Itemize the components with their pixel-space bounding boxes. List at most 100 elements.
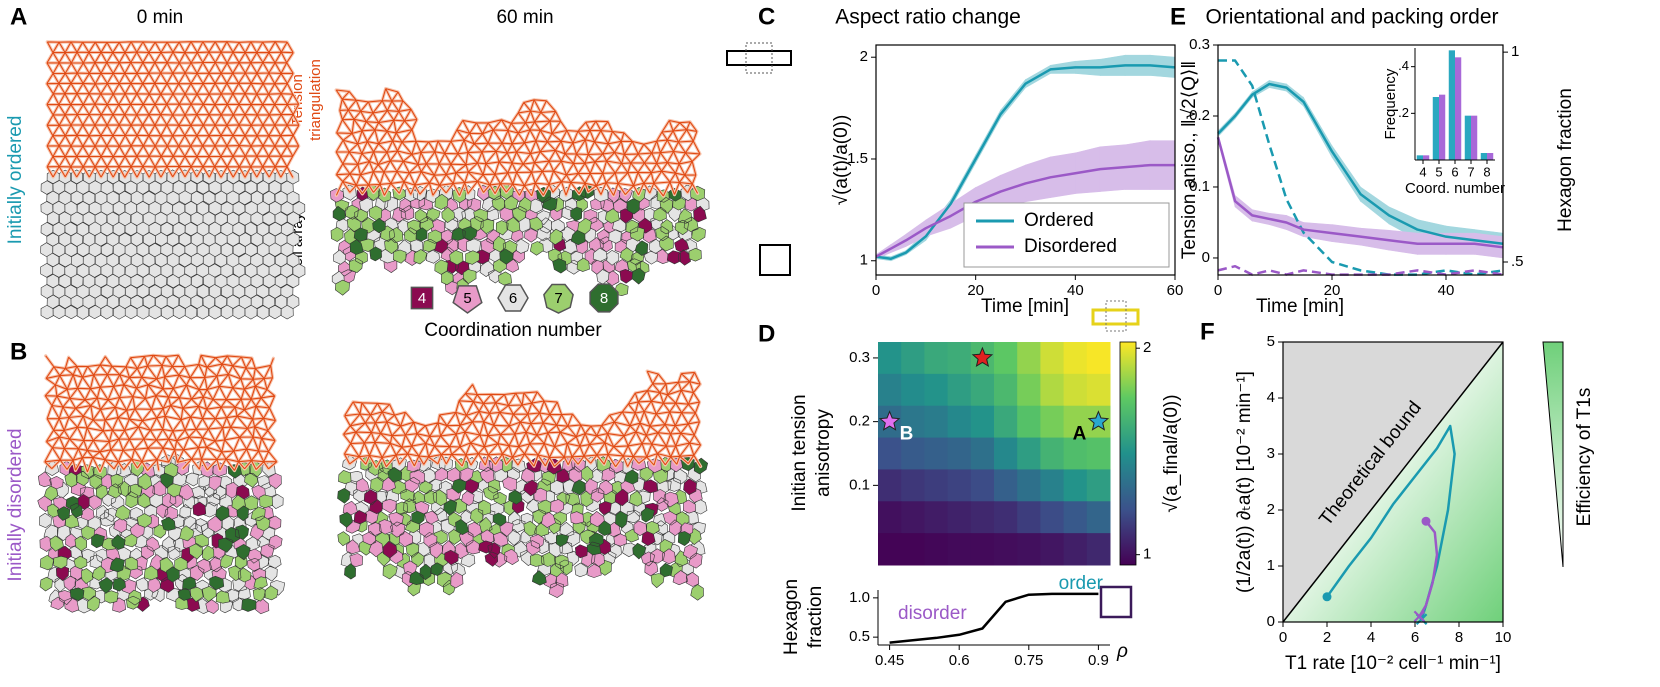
axis-label: (1/2a(t)) ∂ₜa(t) [10⁻² min⁻¹]	[1234, 371, 1255, 593]
legend-label: 8	[600, 290, 608, 307]
heatmap-cell	[1017, 342, 1041, 375]
bar	[1439, 94, 1446, 160]
legend-swatch	[452, 285, 483, 314]
legend-label: Ordered	[1024, 210, 1094, 231]
legend-label: 6	[509, 290, 517, 307]
x-tick-label: 6	[1411, 629, 1419, 646]
heatmap-cell	[947, 437, 972, 470]
axis-label: Frequency	[1382, 68, 1399, 139]
heatmap-cell	[1040, 469, 1065, 502]
bound-line	[1282, 341, 1504, 623]
legend-swatch	[410, 286, 434, 310]
row-label: Initially ordered	[5, 116, 26, 245]
heatmap-cell	[878, 437, 902, 470]
tension-mesh	[335, 88, 701, 197]
x-tick-label: 0.9	[1088, 652, 1109, 669]
data-line	[1418, 520, 1439, 618]
panel-label: B	[10, 338, 27, 365]
tissue	[40, 40, 306, 320]
heatmap-cell	[878, 342, 902, 375]
axis-label: √(a(t)/a(0))	[831, 115, 852, 206]
y-tick-label: 1	[1511, 43, 1519, 60]
x-tick-label: 2	[1323, 629, 1331, 646]
data-line	[1217, 82, 1504, 246]
x-tick-label: 8	[1483, 164, 1490, 179]
heatmap-cell	[1040, 405, 1065, 439]
marker-label: A	[1073, 424, 1087, 445]
x-tick-label: 40	[1438, 282, 1455, 299]
legend-title: Coordination number	[424, 320, 602, 341]
marker-label: B	[900, 424, 914, 445]
data-line	[875, 64, 1176, 260]
colorbar-tick-label: 1	[1143, 546, 1151, 563]
heatmap-cell	[1063, 373, 1088, 407]
heatmap-cell	[878, 533, 902, 566]
tissue	[329, 87, 710, 297]
time-label: 0 min	[137, 7, 183, 28]
legend-label: 4	[418, 290, 426, 307]
tissue	[37, 353, 286, 615]
heatmap-cell	[924, 437, 949, 470]
icon-square	[759, 244, 791, 276]
colorbar	[1119, 341, 1137, 566]
heatmap-cell	[994, 342, 1018, 375]
y-tick-label: .4	[1398, 58, 1409, 73]
axis-label: anisotropy	[813, 409, 834, 497]
efficiency-wedge	[1542, 341, 1564, 568]
marker-star	[878, 410, 901, 431]
icon-square	[1099, 585, 1133, 619]
y-tick-label: 1.0	[849, 589, 870, 606]
heatmap-cell	[924, 405, 949, 439]
icon-dotted	[745, 42, 773, 74]
cells	[40, 169, 306, 320]
y-tick-label: 0.3	[849, 349, 870, 366]
tension-mesh	[46, 41, 300, 178]
heatmap-cell	[1040, 501, 1065, 534]
y-tick-label: 0.2	[849, 413, 870, 430]
heatmap-cell	[947, 533, 972, 566]
tissue	[337, 369, 709, 601]
axis-label: Coord. number	[1405, 180, 1505, 197]
heatmap-cell	[924, 533, 949, 566]
x-tick-label: 4	[1367, 629, 1375, 646]
bar	[1432, 97, 1439, 160]
heatmap-cell	[947, 469, 972, 502]
heatmap-cell	[901, 533, 925, 566]
legend-label: 7	[554, 290, 562, 307]
y-tick-label: 0.5	[849, 628, 870, 645]
x-tick-label: 0	[1214, 282, 1222, 299]
heatmap-cell	[878, 373, 902, 407]
axis-label: T1 rate [10⁻² cell⁻¹ min⁻¹]	[1285, 653, 1501, 674]
y-tick-label: 0	[1267, 613, 1275, 630]
heatmap-cell	[1040, 342, 1065, 375]
icon-rect	[1091, 308, 1140, 326]
axis-label: Initian tension	[789, 394, 810, 511]
x-tick-label: 40	[1067, 282, 1084, 299]
axes-frame	[1217, 44, 1504, 276]
heatmap-cell	[1086, 501, 1111, 534]
x-tick-label: 5	[1435, 164, 1442, 179]
heatmap-cell	[947, 373, 972, 407]
legend-swatch	[543, 283, 574, 314]
heatmap-cell	[994, 373, 1018, 407]
axis-label: ρ	[1116, 641, 1128, 662]
y-tick-label: .2	[1398, 105, 1409, 120]
heatmap-cell	[994, 501, 1018, 534]
x-tick-label: 0	[872, 282, 880, 299]
data-line	[1218, 59, 1504, 276]
start-point	[1322, 592, 1332, 602]
y-tick-label: 1	[860, 252, 868, 269]
mesh-label: triangulation	[307, 59, 324, 141]
x-tick-label: 0	[1279, 629, 1287, 646]
bar	[1448, 50, 1455, 161]
bar	[1464, 115, 1471, 160]
x-tick-label: 60	[1167, 282, 1184, 299]
x-tick-label: 8	[1455, 629, 1463, 646]
y-tick-label: 1.5	[847, 150, 868, 167]
bar	[1455, 57, 1462, 161]
y-tick-label: 0	[1202, 249, 1210, 266]
heatmap-cell	[947, 405, 972, 439]
y-tick-label: 3	[1267, 445, 1275, 462]
heatmap-cell	[947, 342, 972, 375]
heatmap-cell	[1063, 437, 1088, 470]
